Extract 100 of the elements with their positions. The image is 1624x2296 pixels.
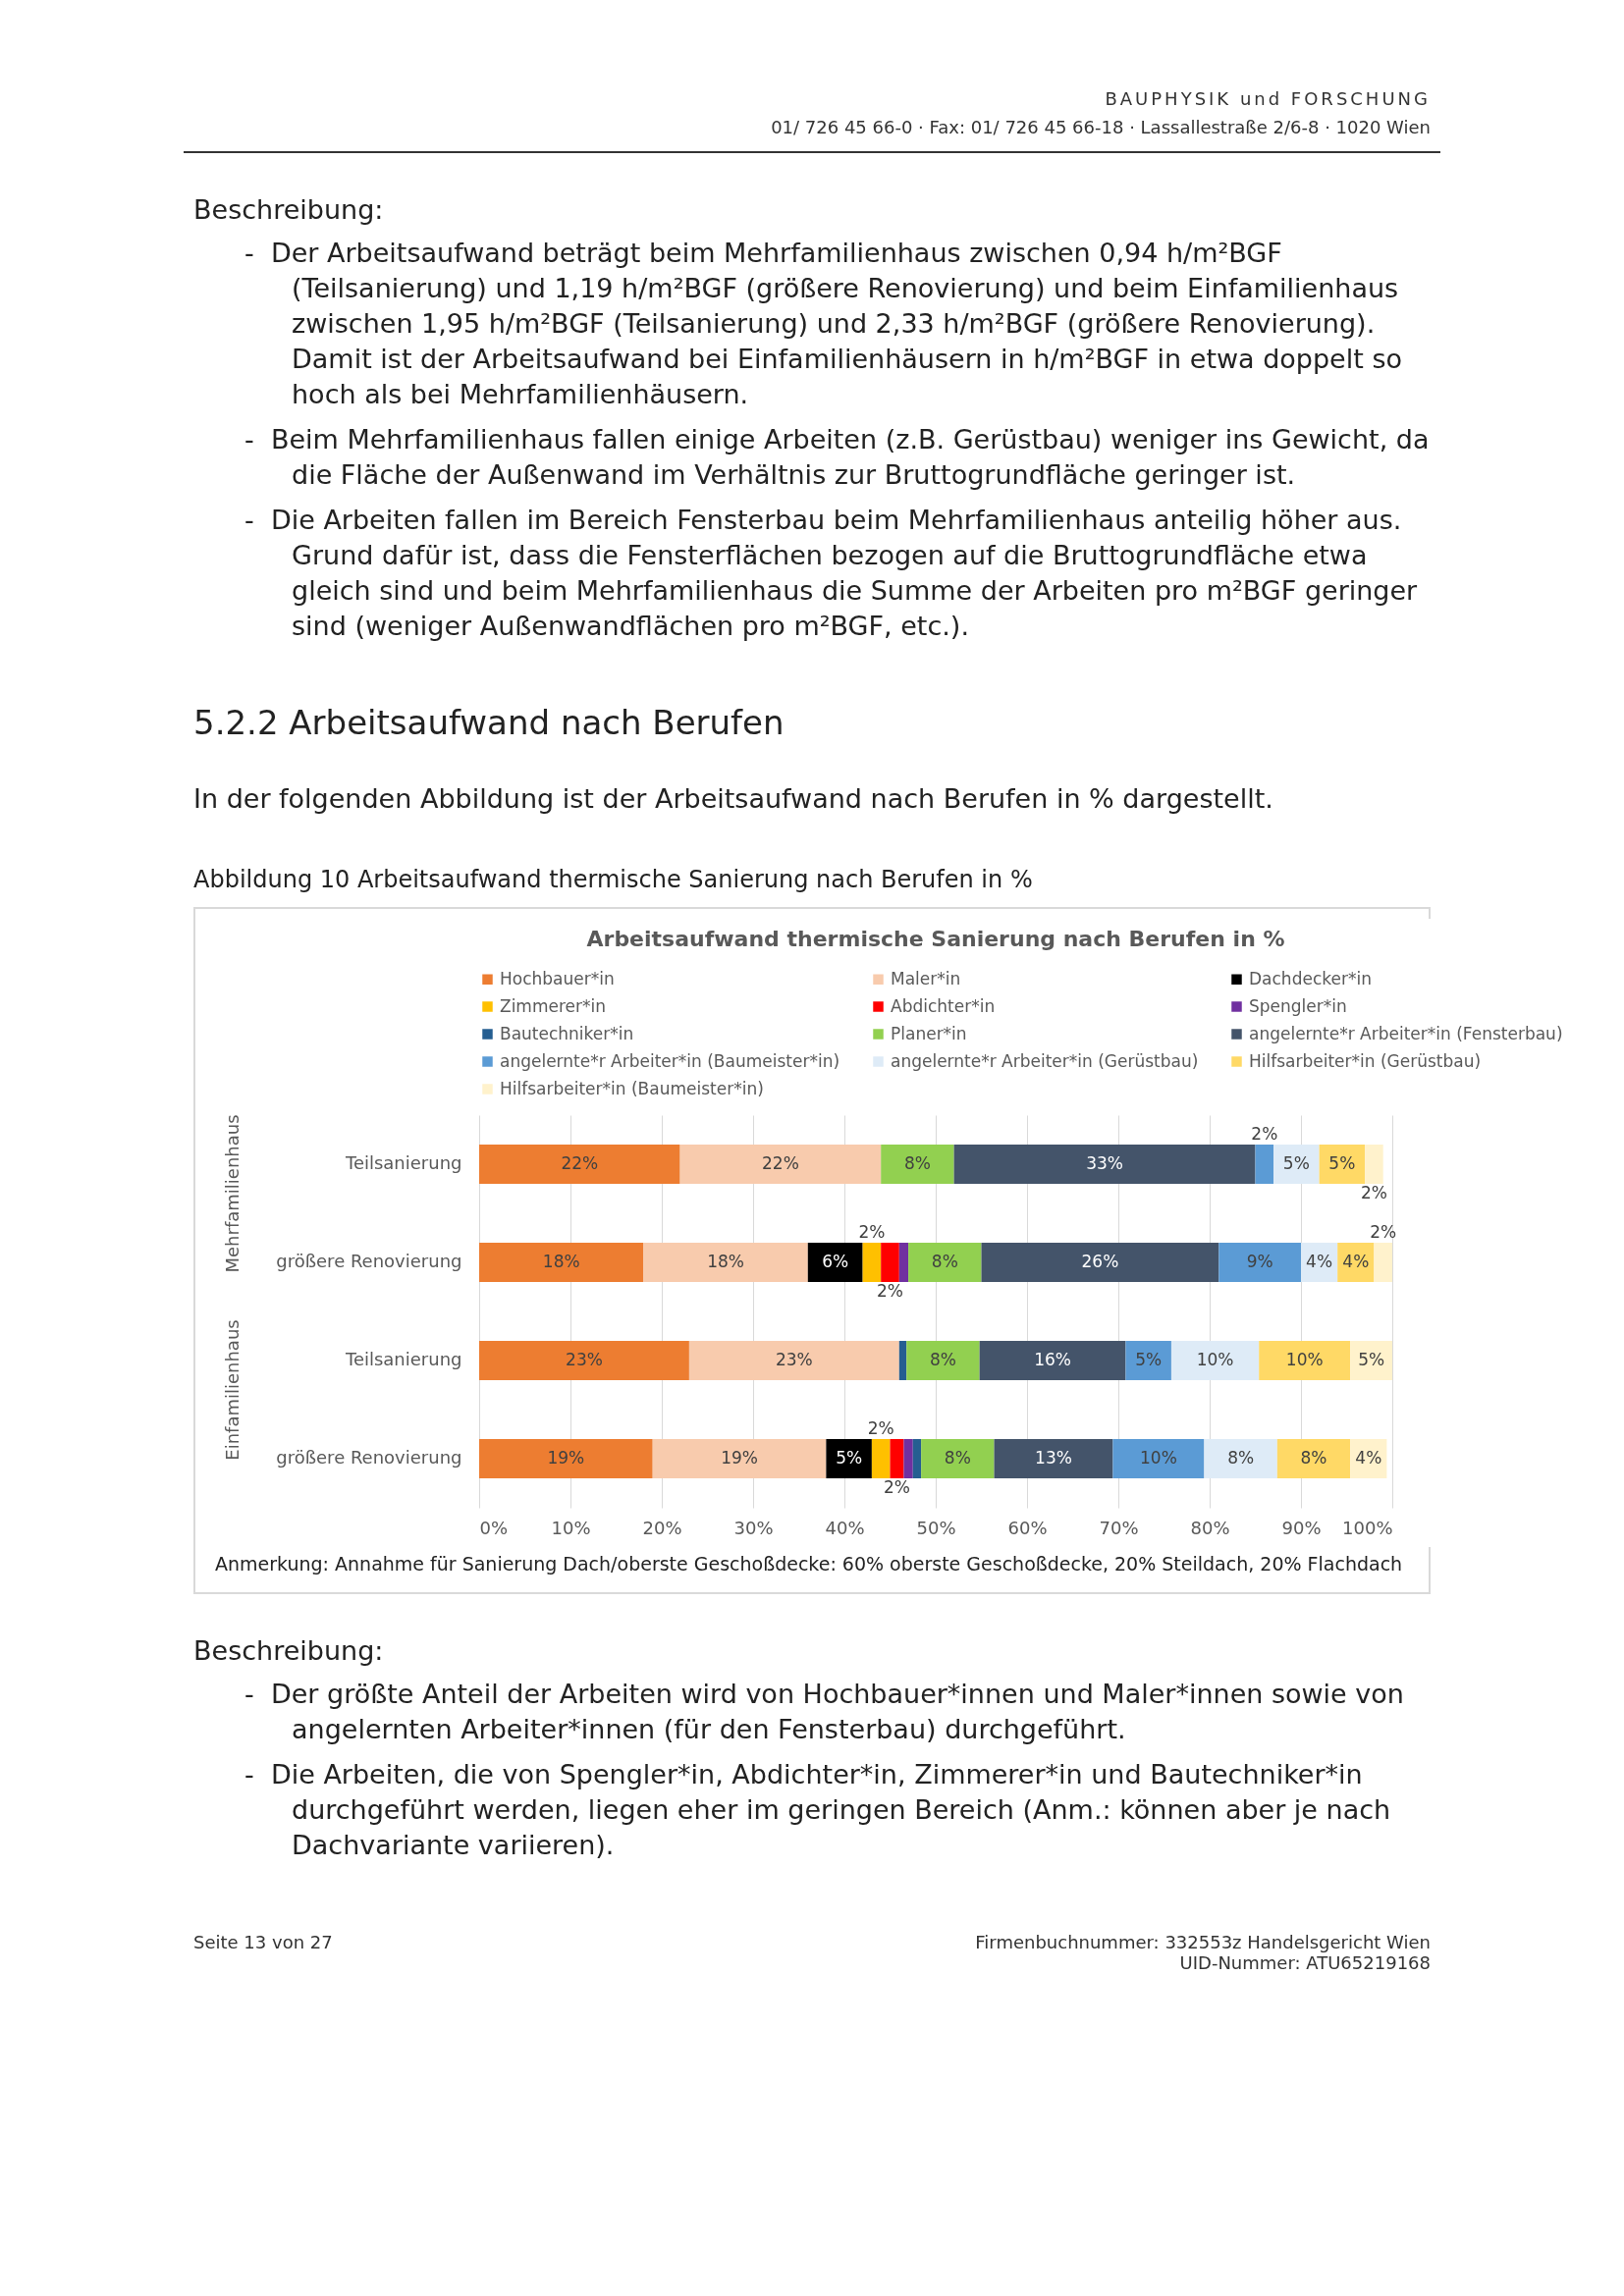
bar [479,1341,689,1380]
data-label: 5% [1282,1153,1310,1173]
data-label: 10% [1285,1350,1324,1369]
legend-label: Dachdecker*in [1249,968,1372,988]
text: Mehrfamilienhaus [222,1114,243,1273]
data-label: 5% [1135,1350,1163,1369]
data-label: 18% [542,1252,580,1271]
x-tick-label: 0% [479,1517,509,1538]
x-tick-label: 10% [551,1517,591,1538]
data-label: 8% [929,1350,956,1369]
bar [898,1341,907,1380]
legend-label: Hilfsarbeiter*in (Baumeister*in) [500,1078,764,1098]
text: Seite 13 von 27 [193,1932,333,1954]
bar [1273,1145,1320,1184]
bar [862,1243,882,1282]
data-label: 16% [1034,1350,1071,1369]
text: BAUPHYSIK und FORSCHUNG [1104,88,1431,109]
data-label: 22% [561,1153,599,1173]
x-tick-label: 20% [642,1517,682,1538]
text: Firmenbuchnummer: 332553z Handelsgericht Wien [975,1932,1431,1952]
y-tick-label: Teilsanierung [344,1152,462,1173]
data-label: 23% [566,1350,603,1369]
bar [688,1341,899,1380]
text: - Die Arbeiten fallen im Bereich Fensterbau beim Mehrfamilienhaus anteilig höher aus. Grund dafür ist, dass die Fensterflächen bezogen auf die Bruttogrundfläche etwa gleich sind und beim Mehrfamilienhaus die Summe der Arbeiten pro m²BGF geringer sind (weniger Außenwandflächen pro m²BGF, etc.). [244,504,1419,643]
data-label: 2% [867,1418,894,1438]
data-label: 5% [1358,1350,1385,1369]
text: Beschreibung: [193,193,385,227]
x-tick-label: 90% [1281,1517,1322,1538]
bar [643,1243,808,1282]
x-tick-label: 100% [1342,1517,1393,1538]
bar [979,1341,1126,1380]
x-tick-label: 70% [1099,1517,1139,1538]
text: 5.2.2 Arbeitsaufwand nach Berufen [193,703,785,742]
data-label: 6% [822,1252,849,1271]
text: Anmerkung: Annahme für Sanierung Dach/oberste Geschoßdecke: 60% oberste Geschoßdecke, 20% Steildach, 20% Flachdach [215,1552,1404,1576]
data-label: 33% [1086,1153,1123,1173]
bar [1170,1341,1260,1380]
bar [479,1145,680,1184]
data-label: 22% [762,1153,799,1173]
legend-label: angelernte*r Arbeiter*in (Gerüstbau) [891,1050,1199,1071]
text: UID-Nummer: ATU65219168 [1178,1952,1431,1973]
data-label: 10% [1196,1350,1234,1369]
legend-label: Planer*in [891,1023,967,1043]
x-tick-label: 40% [825,1517,865,1538]
data-label: 9% [1246,1252,1273,1271]
y-tick-label: Teilsanierung [344,1349,462,1369]
bar [881,1243,899,1282]
bar [871,1439,891,1478]
bar [981,1243,1219,1282]
bar [652,1439,827,1478]
x-tick-label: 50% [916,1517,956,1538]
bar [1204,1439,1277,1478]
data-label: 4% [1306,1252,1333,1271]
text: Beschreibung: [193,1634,385,1668]
legend-label: angelernte*r Arbeiter*in (Baumeister*in) [500,1050,840,1071]
legend-label: angelernte*r Arbeiter*in (Fensterbau) [1249,1023,1563,1043]
text: 01/ 726 45 66-0 · Fax: 01/ 726 45 66-18 · Lassallestraße 2/6-8 · 1020 Wien [770,117,1431,137]
bar [906,1341,980,1380]
legend-label: Spengler*in [1249,995,1347,1016]
bar [890,1439,904,1478]
text: - Der Arbeitsaufwand beträgt beim Mehrfamilienhaus zwischen 0,94 h/m²BGF (Teilsanierung) und 1,19 h/m²BGF (größere Renovierung) und beim Einfamilienhaus zwischen 1,95 h/m²BGF (Teilsanierung) und 2,33 h/m²BGF (größere Renovierung). Damit ist der Arbeitsaufwand bei Einfamilienhäusern in h/m²BGF in etwa doppelt so hoch als bei Mehrfamilienhäusern. [244,237,1403,411]
x-tick-label: 80% [1190,1517,1230,1538]
data-label: 13% [1035,1448,1072,1468]
bar [1365,1145,1383,1184]
y-tick-label: größere Renovierung [276,1447,462,1468]
bar [826,1439,872,1478]
data-label: 19% [721,1448,758,1468]
data-label: 8% [1227,1448,1255,1468]
data-label: 5% [1328,1153,1356,1173]
x-tick-label: 60% [1007,1517,1048,1538]
text: Abbildung 10 Arbeitsaufwand thermische Sanierung nach Berufen in % [193,866,1034,893]
bar [679,1145,882,1184]
bar [1255,1145,1274,1184]
bar [1259,1341,1351,1380]
data-label: 2% [858,1222,886,1242]
bar [921,1439,995,1478]
legend-label: Bautechniker*in [500,1023,634,1043]
bar [1350,1341,1392,1380]
bar [479,1439,653,1478]
bar [881,1145,954,1184]
data-label: 5% [836,1448,863,1468]
legend-label: Hochbauer*in [500,968,615,988]
bar [1276,1439,1351,1478]
x-tick-label: 30% [733,1517,774,1538]
data-label: 18% [707,1252,744,1271]
bar [908,1243,982,1282]
text: In der folgenden Abbildung ist der Arbeitsaufwand nach Berufen in % dargestellt. [193,782,1274,816]
data-label: 8% [1300,1448,1327,1468]
bar [1125,1341,1171,1380]
data-label: 4% [1355,1448,1382,1468]
text: - Beim Mehrfamilienhaus fallen einige Arbeiten (z.B. Gerüstbau) weniger ins Gewicht, da die Fläche der Außenwand im Verhältnis zur Bruttogrundfläche geringer ist. [244,423,1431,492]
bar [1112,1439,1205,1478]
bar [479,1243,644,1282]
chart-title: Arbeitsaufwand thermische Sanierung nach Berufen in % [586,927,1285,951]
data-label: 4% [1342,1252,1370,1271]
legend-label: Hilfsarbeiter*in (Gerüstbau) [1249,1050,1482,1071]
bar [898,1243,909,1282]
data-label: 2% [1251,1124,1278,1144]
data-label: 23% [775,1350,813,1369]
data-label: 2% [877,1281,903,1301]
